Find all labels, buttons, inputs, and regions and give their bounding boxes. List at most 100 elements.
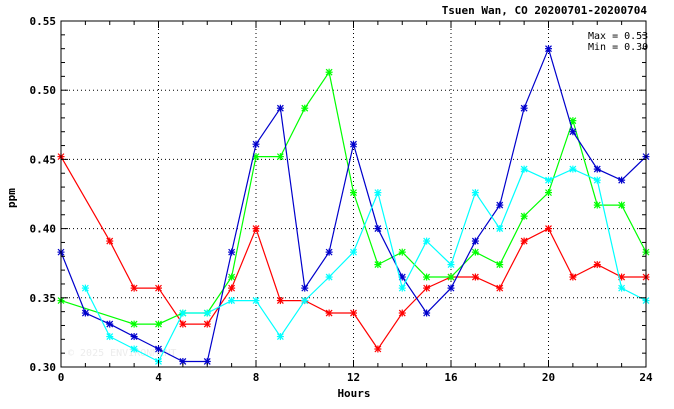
x-tick-label: 20 (542, 371, 555, 384)
x-tick-label: 4 (155, 371, 162, 384)
data-point (398, 309, 406, 317)
data-point (155, 320, 162, 328)
series-layer (57, 45, 650, 365)
data-point (496, 201, 504, 209)
x-tick-label: 24 (639, 371, 653, 384)
data-point (228, 297, 236, 305)
data-point (374, 225, 382, 233)
data-point (179, 320, 187, 328)
data-point (496, 284, 504, 292)
x-tick-label: 16 (444, 371, 458, 384)
data-series (81, 165, 650, 365)
data-point (301, 284, 309, 292)
data-point (423, 273, 431, 281)
data-point (374, 261, 382, 269)
max-annotation: Max = 0.53 (588, 31, 648, 42)
data-point (423, 309, 431, 317)
data-point (398, 248, 406, 256)
data-point (545, 45, 552, 53)
data-point (252, 297, 260, 305)
axis-ticks: 0 4 8 12 16 20 24 0.30 0.35 0.40 0.45 0.50 0.55 (30, 15, 653, 384)
series-line (60, 156, 646, 351)
chart-title: Tsuen Wan, CO 20200701-20200704 (442, 4, 648, 17)
data-point (593, 201, 601, 209)
data-point (618, 284, 626, 292)
data-point (325, 248, 333, 256)
y-axis-label: ppm (5, 188, 18, 208)
y-tick-label: 0.35 (30, 292, 57, 305)
data-point (569, 117, 577, 125)
data-series (57, 153, 650, 353)
data-point (276, 297, 284, 305)
data-point (398, 284, 406, 292)
data-point (325, 273, 333, 281)
y-tick-label: 0.55 (30, 15, 57, 28)
data-point (228, 248, 236, 256)
data-point (423, 284, 431, 292)
data-point (325, 309, 333, 317)
data-point (106, 320, 114, 328)
data-point (471, 273, 479, 281)
data-point (106, 237, 114, 245)
data-point (130, 333, 138, 341)
data-point (301, 104, 309, 112)
x-axis-label: Hours (337, 387, 370, 400)
data-point (130, 345, 138, 353)
y-tick-label: 0.45 (30, 153, 57, 166)
data-point (81, 284, 89, 292)
data-point (106, 333, 114, 341)
data-point (471, 189, 479, 197)
data-point (593, 261, 601, 269)
data-point (252, 225, 260, 233)
data-point (496, 225, 504, 233)
data-point (569, 165, 577, 173)
data-point (130, 320, 138, 328)
data-point (545, 176, 552, 184)
data-point (471, 248, 479, 256)
y-tick-label: 0.40 (30, 223, 57, 236)
data-point (155, 284, 162, 292)
x-tick-label: 8 (253, 371, 260, 384)
data-point (569, 128, 577, 136)
data-point (81, 309, 89, 317)
grid (61, 21, 646, 367)
data-point (447, 273, 455, 281)
data-point (228, 273, 236, 281)
series-line (84, 168, 647, 363)
data-point (520, 212, 528, 220)
data-point (301, 297, 309, 305)
data-point (618, 176, 626, 184)
data-point (520, 165, 528, 173)
data-point (374, 189, 382, 197)
data-point (276, 104, 284, 112)
data-point (447, 261, 455, 269)
data-point (350, 189, 357, 197)
data-point (520, 237, 528, 245)
data-point (618, 201, 626, 209)
data-point (447, 284, 455, 292)
data-point (520, 104, 528, 112)
data-point (593, 165, 601, 173)
data-point (203, 320, 211, 328)
watermark: © 2025 ENVIRONMENT (68, 348, 176, 359)
data-point (252, 140, 260, 148)
min-annotation: Min = 0.30 (588, 42, 648, 53)
data-point (350, 140, 357, 148)
data-point (423, 237, 431, 245)
data-point (203, 309, 211, 317)
data-point (350, 309, 357, 317)
data-point (276, 333, 284, 341)
x-tick-label: 12 (347, 371, 360, 384)
data-point (545, 189, 552, 197)
data-point (593, 176, 601, 184)
data-point (350, 248, 357, 256)
data-series (57, 68, 650, 328)
data-point (471, 237, 479, 245)
x-tick-label: 0 (58, 371, 65, 384)
data-point (569, 273, 577, 281)
data-point (179, 309, 187, 317)
data-point (276, 153, 284, 161)
data-point (155, 345, 162, 353)
y-tick-label: 0.50 (30, 84, 57, 97)
